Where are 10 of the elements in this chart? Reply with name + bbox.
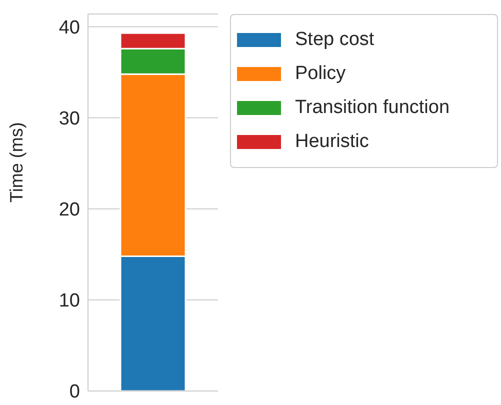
y-tick-label: 20 bbox=[58, 200, 80, 221]
y-axis-title: Time (ms) bbox=[6, 122, 26, 202]
legend-label: Heuristic bbox=[295, 131, 369, 153]
y-tick-label: 10 bbox=[58, 290, 80, 312]
legend-label: Step cost bbox=[295, 29, 374, 51]
y-tick-label: 40 bbox=[58, 17, 80, 38]
y-tick-label: 0 bbox=[69, 382, 80, 403]
legend-label: Transition function bbox=[295, 97, 450, 119]
y-tick-label: 30 bbox=[58, 108, 80, 130]
legend-label: Policy bbox=[295, 63, 346, 85]
